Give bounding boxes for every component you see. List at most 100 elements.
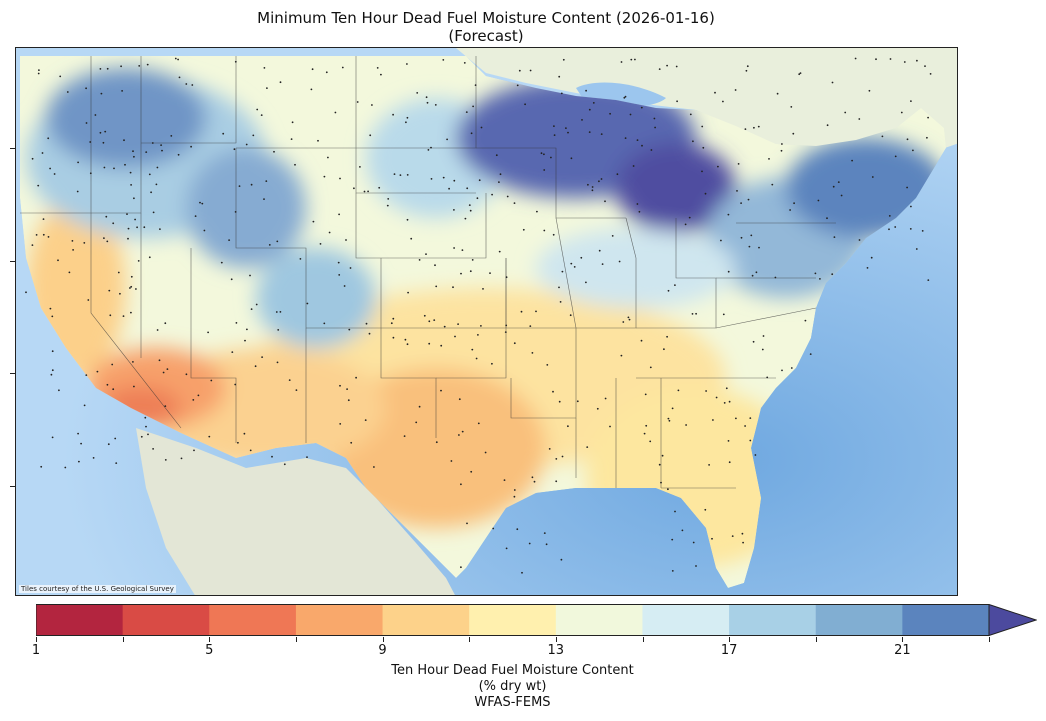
colorbar-tick-label: 5 (205, 643, 214, 658)
station-marker (561, 455, 564, 458)
station-marker (704, 192, 707, 195)
station-marker (745, 69, 748, 72)
station-marker (208, 435, 211, 438)
station-marker (491, 362, 493, 365)
colorbar-segment (36, 604, 124, 636)
station-marker (461, 430, 464, 433)
station-marker (622, 321, 625, 323)
station-marker (263, 198, 265, 201)
station-marker (327, 156, 329, 159)
station-marker (427, 149, 430, 151)
station-marker (926, 136, 928, 139)
station-marker (667, 417, 670, 420)
station-marker (475, 357, 478, 360)
station-marker (434, 264, 436, 267)
station-marker (51, 315, 54, 318)
station-marker (629, 113, 632, 116)
station-marker (194, 215, 197, 218)
station-marker (623, 96, 626, 99)
station-marker (64, 466, 67, 469)
colorbar-segment (469, 604, 557, 636)
station-marker (138, 65, 141, 67)
station-marker (356, 101, 359, 103)
station-marker (42, 233, 45, 236)
station-marker (666, 64, 668, 67)
station-marker (197, 394, 200, 397)
station-marker (233, 148, 236, 151)
station-marker (586, 446, 589, 448)
colorbar-segment (295, 604, 384, 636)
station-marker (100, 92, 103, 95)
station-marker (573, 266, 576, 268)
station-marker (492, 527, 495, 530)
station-marker (630, 58, 633, 61)
station-marker (598, 249, 601, 252)
colorbar-segment (555, 604, 643, 636)
station-marker (704, 508, 707, 511)
colorbar-tick-label: 17 (720, 643, 738, 658)
station-marker (145, 151, 148, 153)
station-marker (468, 204, 471, 207)
station-marker (120, 65, 122, 68)
station-marker (831, 81, 834, 84)
station-marker (471, 259, 474, 261)
station-marker (271, 455, 273, 458)
station-marker (426, 101, 429, 104)
station-marker (888, 228, 890, 231)
station-marker (392, 113, 394, 116)
station-marker (793, 202, 795, 205)
station-marker (888, 215, 891, 217)
station-marker (644, 393, 647, 396)
chart-title: Minimum Ten Hour Dead Fuel Moisture Cont… (0, 9, 972, 45)
station-marker (722, 313, 725, 316)
station-marker (667, 289, 670, 292)
station-marker (735, 417, 737, 420)
station-marker (121, 90, 123, 92)
colorbar-extend-arrow (988, 604, 1037, 636)
y-axis-tick (10, 486, 15, 487)
station-marker (152, 448, 155, 450)
station-marker (399, 174, 402, 176)
station-marker (288, 379, 291, 381)
station-marker (170, 135, 173, 137)
station-marker (695, 565, 697, 567)
station-marker (870, 256, 873, 259)
station-marker (900, 111, 903, 114)
station-marker (406, 116, 409, 119)
station-marker (51, 350, 54, 353)
station-marker (59, 75, 62, 78)
station-marker (440, 389, 442, 392)
station-marker (41, 152, 44, 154)
station-marker (480, 126, 483, 129)
station-marker (92, 457, 95, 459)
station-marker (31, 244, 34, 247)
station-marker (495, 154, 498, 157)
map-panel[interactable]: Tiles courtesy of the U.S. Geological Su… (15, 47, 958, 596)
station-marker (740, 236, 743, 239)
station-marker (499, 173, 502, 176)
station-marker (228, 239, 231, 242)
station-marker (58, 389, 60, 392)
station-marker (750, 234, 753, 237)
station-marker (393, 173, 396, 175)
station-marker (425, 96, 428, 99)
station-marker (744, 128, 747, 130)
station-marker (715, 396, 718, 399)
station-marker (521, 571, 523, 574)
station-marker (684, 223, 687, 226)
station-marker (776, 92, 779, 95)
station-markers (25, 57, 932, 574)
station-marker (105, 215, 108, 218)
station-marker (692, 140, 694, 143)
station-marker (469, 270, 472, 273)
station-marker (151, 142, 154, 144)
station-marker (604, 397, 607, 400)
station-marker (744, 425, 746, 427)
station-marker (720, 239, 722, 242)
station-marker (328, 231, 331, 234)
station-marker (119, 292, 121, 295)
station-marker (133, 155, 135, 158)
station-marker (311, 68, 314, 71)
station-marker (826, 217, 828, 220)
station-marker (319, 243, 322, 245)
